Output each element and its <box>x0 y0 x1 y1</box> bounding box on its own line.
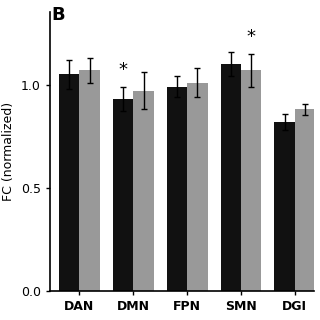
Bar <box>220 64 241 291</box>
Bar <box>133 91 154 291</box>
Bar <box>295 109 315 291</box>
Bar <box>79 70 100 291</box>
Text: B: B <box>52 6 65 24</box>
Bar <box>113 99 133 291</box>
Text: *: * <box>247 28 256 46</box>
Bar <box>59 74 79 291</box>
Bar <box>241 70 261 291</box>
Bar <box>167 87 187 291</box>
Bar <box>187 83 208 291</box>
Y-axis label: FC (normalized): FC (normalized) <box>2 102 15 201</box>
Bar <box>274 122 295 291</box>
Text: *: * <box>119 61 128 79</box>
